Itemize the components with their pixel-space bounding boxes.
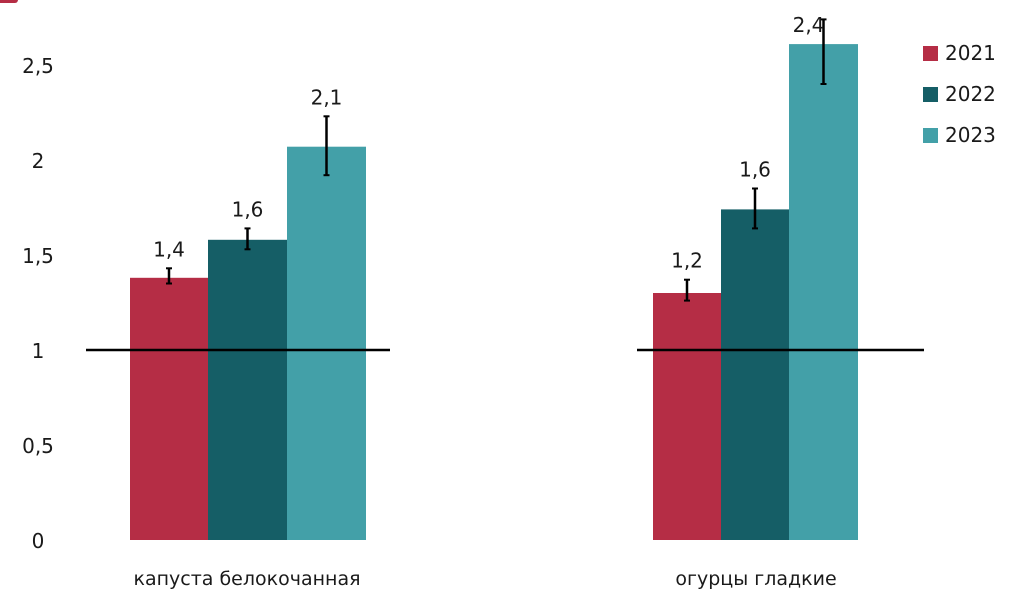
y-tick-label: 2,5 [22, 54, 54, 78]
legend-label: 2023 [945, 123, 996, 147]
legend-swatch-2023 [923, 128, 938, 143]
y-tick-label: 1 [32, 339, 45, 363]
value-label: 1,6 [232, 197, 264, 221]
bar-2021 [653, 293, 721, 540]
bar-2023 [789, 44, 858, 540]
corner-accent-mark [0, 0, 18, 3]
bar-2022 [721, 209, 789, 540]
value-label: 2,4 [793, 13, 825, 37]
category-label: капуста белокочанная [133, 568, 360, 590]
y-tick-label: 1,5 [22, 244, 54, 268]
legend-swatch-2022 [923, 87, 938, 102]
value-label: 1,4 [153, 237, 185, 261]
bar-2022 [208, 239, 287, 541]
value-label: 2,1 [311, 85, 343, 109]
bar-2021 [130, 277, 208, 540]
y-tick-label: 0,5 [22, 434, 54, 458]
legend-label: 2022 [945, 82, 996, 106]
value-label: 1,6 [739, 158, 771, 182]
bar-2023 [287, 146, 366, 540]
value-label: 1,2 [671, 249, 703, 273]
y-tick-label: 2 [32, 149, 45, 173]
legend-label: 2021 [945, 41, 996, 65]
legend-swatch-2021 [923, 46, 938, 61]
category-label: огурцы гладкие [675, 568, 836, 590]
y-tick-label: 0 [32, 529, 45, 553]
